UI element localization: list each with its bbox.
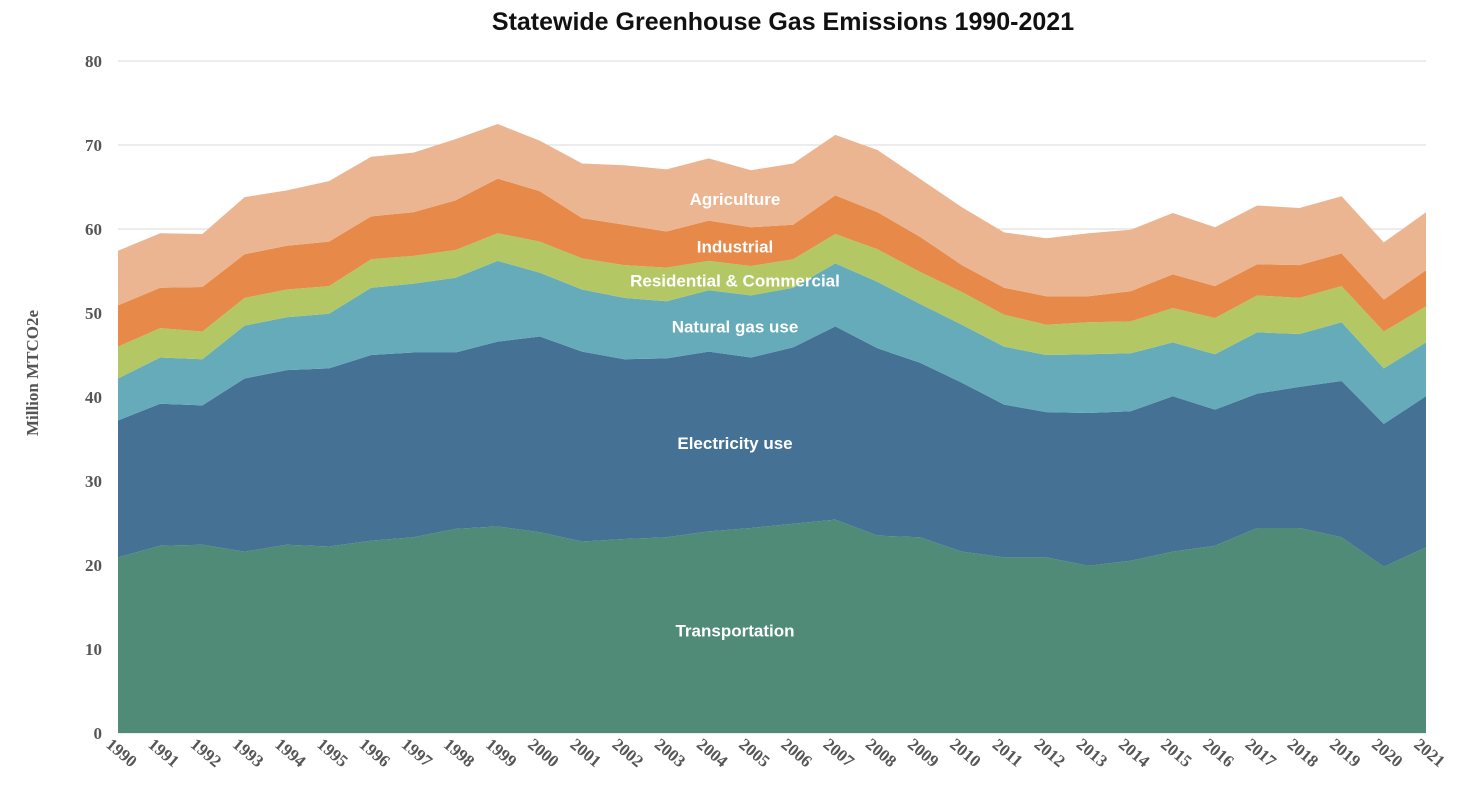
x-tick-label: 2014 [1115, 735, 1154, 772]
area-transportation [118, 519, 1426, 733]
chart-title: Statewide Greenhouse Gas Emissions 1990-… [492, 8, 1074, 36]
y-tick-label: 10 [85, 640, 102, 659]
y-tick-label: 20 [85, 556, 102, 575]
x-tick-label: 2010 [946, 735, 984, 771]
x-tick-label: 1996 [356, 735, 394, 771]
y-tick-label: 60 [85, 220, 102, 239]
area-residential-commercial [118, 233, 1426, 379]
x-tick-label: 2006 [778, 735, 816, 771]
label-transportation: Transportation [675, 622, 794, 641]
x-tick-label: 2017 [1242, 735, 1281, 772]
label-industrial: Industrial [697, 238, 774, 257]
area-agriculture [118, 124, 1426, 306]
label-natural-gas-use: Natural gas use [672, 317, 799, 336]
x-tick-label: 2007 [820, 735, 859, 772]
x-tick-label: 1995 [313, 735, 351, 771]
x-tick-label: 1993 [229, 735, 267, 771]
x-tick-label: 2020 [1368, 735, 1406, 771]
x-tick-label: 2000 [524, 735, 562, 771]
x-axis-ticks: 1990 1991 1992 1993 1994 1995 1996 1997 1998 1999… [102, 735, 1448, 772]
x-tick-label: 2003 [651, 735, 689, 771]
y-tick-label: 70 [85, 136, 102, 155]
x-tick-label: 1998 [440, 735, 478, 771]
x-tick-label: 2009 [904, 735, 942, 771]
x-tick-label: 2008 [862, 735, 900, 771]
x-tick-label: 2018 [1284, 735, 1322, 771]
label-agriculture: Agriculture [690, 190, 781, 209]
y-tick-label: 50 [85, 304, 102, 323]
area-natural-gas-use [118, 260, 1426, 424]
x-tick-label: 1999 [482, 735, 520, 771]
y-tick-label: 0 [94, 724, 103, 743]
x-tick-label: 1990 [102, 735, 140, 771]
x-tick-label: 2015 [1157, 735, 1195, 771]
series-labels: Transportation Electricity use Natural gas… [630, 190, 840, 641]
x-tick-label: 2005 [735, 735, 773, 771]
area-industrial [118, 178, 1426, 347]
x-tick-label: 2016 [1199, 735, 1237, 771]
x-tick-label: 2019 [1326, 735, 1364, 771]
x-tick-label: 2013 [1073, 735, 1111, 771]
x-tick-label: 2002 [609, 735, 647, 771]
y-axis-label: Million MTCO2e [23, 310, 42, 437]
x-tick-label: 1992 [187, 735, 225, 771]
x-tick-label: 2001 [567, 735, 605, 771]
y-tick-label: 30 [85, 472, 102, 491]
label-electricity-use: Electricity use [677, 434, 792, 453]
y-tick-label: 80 [85, 52, 102, 71]
x-tick-label: 1991 [145, 735, 183, 771]
x-tick-label: 1997 [398, 735, 437, 772]
label-residential-commercial: Residential & Commercial [630, 272, 840, 291]
area-series [118, 124, 1426, 733]
x-tick-label: 1994 [271, 735, 310, 772]
x-tick-label: 2021 [1410, 735, 1448, 771]
x-tick-label: 2012 [1031, 735, 1069, 771]
x-tick-label: 2011 [989, 735, 1027, 771]
x-tick-label: 2004 [693, 735, 732, 772]
y-axis-ticks: 0 10 20 30 40 50 60 70 80 [85, 52, 102, 743]
y-tick-label: 40 [85, 388, 102, 407]
area-electricity-use [118, 326, 1426, 567]
